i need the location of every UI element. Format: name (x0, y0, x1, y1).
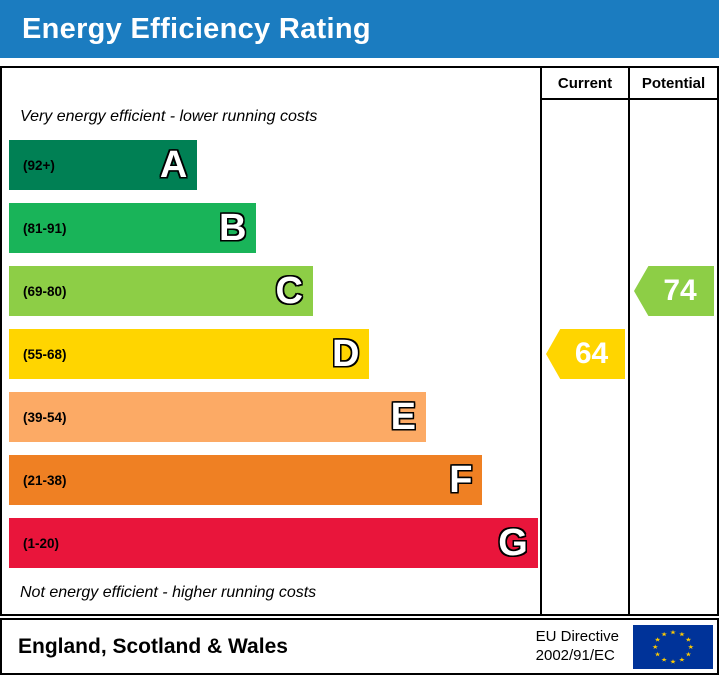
potential-column: Potential 74 (628, 68, 717, 614)
band-row-a: (92+) A (9, 140, 198, 190)
potential-rating-value: 74 (663, 274, 697, 307)
band-row-b: (81-91) B (9, 203, 257, 253)
column-header-potential: Potential (630, 68, 717, 100)
current-column: Current 64 (540, 68, 628, 614)
band-range-label: (1-20) (23, 535, 60, 551)
current-rating-value: 64 (574, 337, 609, 370)
footer-bar: England, Scotland & Wales EU Directive 2… (0, 618, 719, 675)
eu-directive-line2: 2002/91/EC (535, 646, 615, 664)
band-range-label: (81-91) (23, 220, 67, 236)
band-letter: E (390, 396, 416, 438)
band-letter: D (332, 333, 360, 375)
band-row-d: (55-68) D (9, 329, 370, 379)
band-row-g: (1-20) G (9, 518, 538, 568)
band-range-label: (69-80) (23, 283, 67, 299)
region-label: England, Scotland & Wales (18, 634, 288, 658)
band-row-f: (21-38) F (9, 455, 483, 505)
rating-chart: Very energy efficient - lower running co… (0, 66, 719, 616)
band-range-label: (21-38) (23, 472, 67, 488)
potential-rating-indicator: 74 (634, 266, 714, 316)
band-range-label: (92+) (23, 157, 55, 173)
band-letter: A (159, 144, 188, 186)
current-rating-indicator: 64 (546, 329, 625, 379)
caption-very-efficient: Very energy efficient - lower running co… (20, 108, 318, 125)
eu-flag-icon (633, 624, 713, 669)
band-row-c: (69-80) C (9, 266, 313, 316)
caption-not-efficient: Not energy efficient - higher running co… (20, 584, 317, 601)
column-header-current: Current (542, 68, 628, 100)
band-letter: G (498, 522, 528, 564)
band-row-e: (39-54) E (9, 392, 426, 442)
band-range-label: (39-54) (23, 409, 67, 425)
eu-directive-label: EU Directive 2002/91/EC (536, 628, 619, 666)
bands-area: Very energy efficient - lower running co… (2, 68, 540, 614)
header-bar: Energy Efficiency Rating (0, 0, 719, 58)
page-title: Energy Efficiency Rating (22, 12, 371, 45)
band-letter: B (219, 207, 247, 249)
band-range-label: (55-68) (23, 346, 67, 362)
band-letter: C (275, 270, 303, 312)
eu-directive-line1: EU Directive (535, 627, 619, 645)
directive-group: EU Directive 2002/91/EC (536, 624, 713, 669)
band-letter: F (449, 459, 473, 501)
